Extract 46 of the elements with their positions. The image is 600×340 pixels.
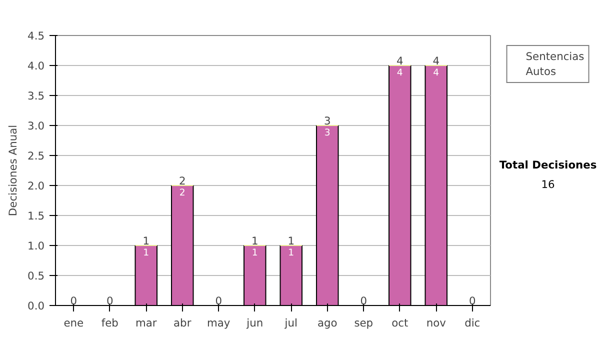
data-label: 3 [324,128,330,138]
x-tick-label: sep [354,316,374,330]
y-tick-label: 3.5 [28,90,45,102]
y-tick-label: 4.0 [28,60,45,72]
y-tick-label: 1.0 [28,240,45,252]
total-label: 4 [432,54,440,68]
y-tick-label: 4.5 [28,30,45,42]
text: Total Decisiones [499,158,597,172]
x-tick-label: feb [101,316,119,330]
y-tick-label: 0.0 [28,300,45,312]
data-label: 2 [179,188,186,198]
y-tick-label: 0.5 [28,270,45,282]
total-label: 0 [360,294,368,308]
total-label: 1 [142,234,150,248]
x-tick-label: may [207,316,230,330]
total-label: 0 [70,294,78,308]
data-label: 4 [396,68,403,78]
data-label: 1 [143,248,150,258]
total-label: 2 [178,174,186,188]
total-label: 0 [215,294,222,308]
total-label: 3 [324,114,331,128]
data-label: 1 [252,248,258,258]
total-label: 0 [468,294,476,308]
y-axis-title: Decisiones Anual [6,124,20,216]
x-tick-label: dic [464,316,480,330]
y-tick-label: 3.0 [28,120,45,132]
x-tick-label: ene [64,316,84,330]
x-tick-label: jun [246,316,264,330]
total-label: 1 [251,234,258,248]
text: 16 [541,178,555,191]
total-label: 4 [396,54,404,68]
y-tick-label: 2.5 [28,150,45,162]
text: Autos [526,65,556,78]
x-tick-label: jul [284,316,298,330]
x-tick-label: ago [317,316,338,330]
y-tick-label: 2.0 [28,180,45,192]
total-label: 1 [288,234,295,248]
total-label: 0 [106,294,114,308]
x-tick-label: mar [135,316,158,330]
data-label: 4 [433,68,440,78]
x-tick-label: nov [426,316,446,330]
data-label: 1 [288,248,294,258]
y-tick-label: 1.5 [28,210,45,222]
x-tick-label: abr [174,316,192,330]
text: Sentencias [526,50,584,63]
x-tick-label: oct [392,316,408,330]
